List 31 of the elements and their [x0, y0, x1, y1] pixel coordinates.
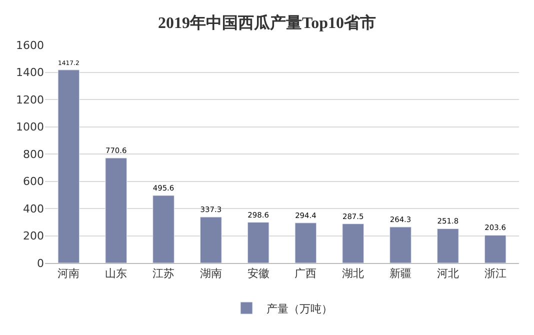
x-tick-label: 江苏 [152, 267, 174, 280]
bar [247, 222, 270, 263]
bar [152, 195, 174, 263]
y-tick-label: 400 [23, 202, 44, 216]
legend-label: 产量（万吨） [266, 302, 332, 316]
y-tick-label: 1600 [16, 38, 44, 52]
bar [484, 235, 506, 263]
bar [294, 222, 317, 263]
bar [58, 70, 80, 263]
x-tick-label: 河北 [436, 267, 459, 280]
x-tick-label: 广西 [294, 267, 317, 280]
bar [105, 158, 128, 263]
x-tick-label: 新疆 [390, 267, 412, 280]
y-tick-label: 1200 [16, 93, 44, 106]
y-tick-label: 600 [23, 175, 44, 188]
x-tick-label: 河南 [58, 267, 80, 280]
y-tick-label: 1400 [16, 66, 44, 80]
bar [390, 226, 412, 263]
bar [342, 224, 364, 263]
bar [436, 228, 459, 263]
x-tick-label: 山东 [105, 267, 128, 280]
x-tick-label: 安徽 [247, 267, 270, 280]
y-tick-label: 200 [23, 230, 44, 243]
y-tick-label: 1000 [16, 120, 44, 134]
x-tick-label: 浙江 [484, 267, 506, 280]
y-tick-label: 800 [23, 148, 44, 161]
y-tick-label: 0 [37, 256, 44, 270]
x-tick-label: 湖南 [200, 267, 222, 280]
bar [200, 216, 222, 263]
x-tick-label: 湖北 [342, 267, 364, 280]
chart-title: 2019年中国西瓜产量Top10省市 [158, 14, 376, 32]
